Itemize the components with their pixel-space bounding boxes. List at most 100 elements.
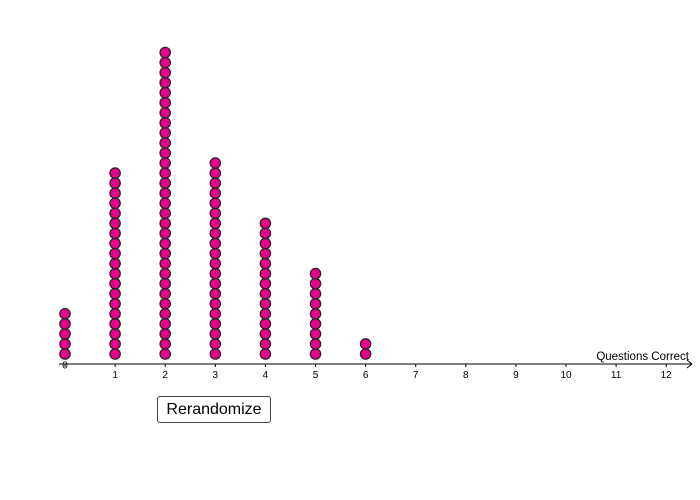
dot-2-17 xyxy=(159,187,171,199)
dot-4-7 xyxy=(259,287,272,300)
x-tick-label-8: 8 xyxy=(463,370,469,381)
dot-3-13 xyxy=(209,227,222,240)
dot-2-9 xyxy=(159,267,171,280)
x-tick-label-5: 5 xyxy=(313,370,319,381)
dot-4-14 xyxy=(259,217,272,230)
dot-2-6 xyxy=(159,297,171,310)
dot-1-15 xyxy=(109,207,121,220)
dot-1-14 xyxy=(109,217,121,230)
dot-3-14 xyxy=(209,217,222,230)
x-axis-title: Questions Correct xyxy=(596,351,689,363)
dot-3-3 xyxy=(209,328,222,340)
dot-4-13 xyxy=(259,227,272,240)
dot-0-5 xyxy=(59,307,71,320)
dot-4-5 xyxy=(259,307,272,320)
dot-1-2 xyxy=(109,338,121,350)
x-axis-arrowhead xyxy=(686,359,693,369)
rerandomize-button[interactable]: Rerandomize xyxy=(157,396,271,423)
dot-3-15 xyxy=(209,207,222,220)
dot-1-17 xyxy=(109,187,121,199)
dot-columns xyxy=(59,46,372,360)
dot-1-8 xyxy=(109,277,121,290)
dot-1-18 xyxy=(109,177,121,189)
dot-2-18 xyxy=(159,177,171,189)
dot-3-20 xyxy=(209,157,222,169)
dot-2-26 xyxy=(159,96,171,109)
dot-2-15 xyxy=(159,207,171,220)
dot-5-5 xyxy=(309,307,322,320)
dot-2-19 xyxy=(159,167,171,179)
dot-2-8 xyxy=(159,277,171,290)
dot-2-28 xyxy=(159,76,171,89)
dot-3-18 xyxy=(209,177,222,189)
dot-6-1 xyxy=(359,348,372,360)
x-tick-label-2: 2 xyxy=(162,370,168,381)
dot-0-4 xyxy=(59,318,71,330)
x-tick-label-4: 4 xyxy=(263,370,269,381)
dot-4-2 xyxy=(259,338,272,350)
dot-0-2 xyxy=(59,338,71,350)
dot-6-2 xyxy=(359,338,372,350)
x-tick-label-1: 1 xyxy=(112,370,118,381)
x-tick-label-3: 3 xyxy=(213,370,219,381)
dot-5-2 xyxy=(309,338,322,350)
dot-1-13 xyxy=(109,227,121,240)
dot-2-21 xyxy=(159,147,171,159)
dot-5-8 xyxy=(309,277,322,290)
dot-2-13 xyxy=(159,227,171,240)
dot-2-5 xyxy=(159,307,171,320)
dot-2-29 xyxy=(159,66,171,79)
dot-2-23 xyxy=(159,127,171,139)
dot-1-6 xyxy=(109,297,121,310)
dot-3-17 xyxy=(209,187,222,199)
dot-2-4 xyxy=(159,318,171,330)
dot-2-24 xyxy=(159,117,171,129)
dot-3-1 xyxy=(209,348,222,360)
dot-1-9 xyxy=(109,267,121,280)
x-tick-label-12: 12 xyxy=(661,370,673,381)
dot-3-12 xyxy=(209,237,222,250)
dot-4-12 xyxy=(259,237,272,250)
dot-2-27 xyxy=(159,86,171,99)
dot-4-3 xyxy=(259,328,272,340)
dot-3-16 xyxy=(209,197,222,210)
dot-5-3 xyxy=(309,328,322,340)
dot-3-19 xyxy=(209,167,222,179)
dot-2-14 xyxy=(159,217,171,230)
dot-3-6 xyxy=(209,297,222,310)
dot-3-7 xyxy=(209,287,222,300)
dot-4-4 xyxy=(259,318,272,330)
x-tick-label-11: 11 xyxy=(611,370,622,381)
dot-3-8 xyxy=(209,277,222,290)
dot-1-5 xyxy=(109,307,121,320)
dot-4-10 xyxy=(259,257,272,270)
dot-5-9 xyxy=(309,267,322,280)
dot-1-10 xyxy=(109,257,121,270)
dot-2-20 xyxy=(159,157,171,169)
dot-3-10 xyxy=(209,257,222,270)
x-tick-label-9: 9 xyxy=(513,370,519,381)
dot-1-4 xyxy=(109,318,121,330)
dot-1-11 xyxy=(109,247,121,260)
dot-2-2 xyxy=(159,338,171,350)
dot-4-6 xyxy=(259,297,272,310)
dot-1-7 xyxy=(109,287,121,300)
dot-5-7 xyxy=(309,287,322,300)
dot-1-1 xyxy=(109,348,121,360)
dot-3-4 xyxy=(209,318,222,330)
dot-5-6 xyxy=(309,297,322,310)
dot-1-19 xyxy=(109,167,121,179)
x-tick-label-10: 10 xyxy=(560,370,572,381)
x-axis-ticks: 01 2 3 4 5 6 7 8 9 10 11 12 xyxy=(62,361,672,382)
dot-2-16 xyxy=(159,197,171,210)
dot-2-12 xyxy=(159,237,171,250)
dot-4-1 xyxy=(259,348,272,360)
dot-2-11 xyxy=(159,247,171,260)
dot-2-7 xyxy=(159,287,171,300)
dot-0-3 xyxy=(59,328,71,340)
dot-2-25 xyxy=(159,107,171,119)
dot-2-30 xyxy=(159,56,171,69)
dot-1-3 xyxy=(109,328,121,340)
dot-3-2 xyxy=(209,338,222,350)
